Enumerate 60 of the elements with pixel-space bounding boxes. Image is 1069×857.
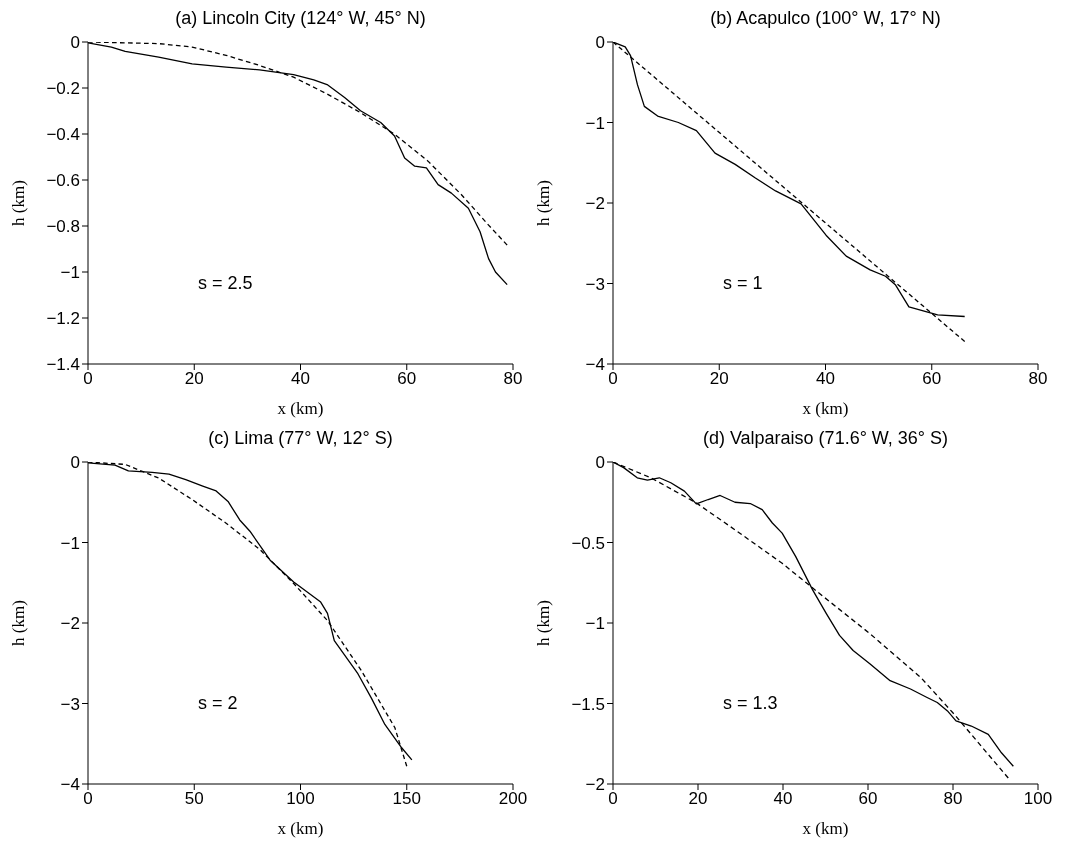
y-tick-label: −1.5 [571, 694, 605, 714]
y-tick-label: 0 [595, 453, 605, 473]
annotation: s = 2.5 [198, 273, 253, 294]
annotation: s = 2 [198, 693, 238, 714]
y-tick-label: 0 [595, 33, 605, 53]
x-tick-label: 40 [291, 369, 310, 389]
x-tick-label: 0 [608, 789, 618, 809]
y-axis-title: h (km) [9, 180, 29, 226]
x-tick-label: 40 [773, 789, 793, 809]
y-axis-title: h (km) [534, 600, 554, 646]
y-tick-label: −0.4 [46, 125, 80, 145]
x-tick-label: 0 [83, 369, 93, 389]
x-axis-title: x (km) [802, 399, 849, 418]
x-tick-label: 80 [1028, 369, 1048, 389]
x-tick-label: 60 [397, 369, 417, 389]
y-tick-label: −4 [585, 355, 605, 375]
y-tick-label: −3 [585, 274, 605, 294]
y-tick-label: −1 [585, 113, 605, 133]
x-tick-label: 0 [83, 789, 93, 809]
y-tick-label: −1 [60, 263, 80, 283]
x-tick-label: 150 [392, 789, 421, 809]
y-tick-label: −0.5 [571, 533, 605, 553]
annotation: s = 1 [723, 273, 763, 294]
y-tick-label: 0 [70, 33, 80, 53]
y-tick-label: −2 [585, 194, 605, 214]
y-tick-label: −3 [60, 694, 80, 714]
x-axis-title: x (km) [277, 399, 324, 418]
y-tick-label: −4 [60, 775, 80, 795]
x-tick-label: 20 [688, 789, 708, 809]
x-axis-title: x (km) [802, 819, 849, 838]
x-tick-label: 50 [184, 789, 204, 809]
x-tick-label: 20 [709, 369, 729, 389]
annotation: s = 1.3 [723, 693, 778, 714]
y-tick-label: −1.2 [46, 309, 80, 329]
x-tick-label: 100 [286, 789, 315, 809]
x-tick-label: 80 [943, 789, 963, 809]
y-tick-label: −2 [585, 775, 605, 795]
x-tick-label: 40 [816, 369, 835, 389]
y-axis-title: h (km) [534, 180, 554, 226]
y-tick-label: −0.8 [46, 217, 80, 237]
y-tick-label: −0.2 [46, 79, 80, 99]
y-tick-label: 0 [70, 453, 80, 473]
y-tick-label: −1 [585, 614, 605, 634]
chart-title: (c) Lima (77° W, 12° S) [207, 428, 394, 450]
x-tick-label: 60 [922, 369, 942, 389]
x-axis-title: x (km) [277, 819, 324, 838]
chart-title: (a) Lincoln City (124° W, 45° N) [174, 8, 427, 30]
x-tick-label: 20 [184, 369, 204, 389]
x-tick-label: 100 [1023, 789, 1053, 809]
chart-title: (d) Valparaiso (71.6° W, 36° S) [701, 428, 950, 450]
y-tick-label: −2 [60, 614, 80, 634]
y-tick-label: −0.6 [46, 171, 80, 191]
y-axis-title: h (km) [9, 600, 29, 646]
x-tick-label: 200 [498, 789, 528, 809]
chart-title: (b) Acapulco (100° W, 17° N) [709, 8, 942, 30]
x-tick-label: 60 [858, 789, 878, 809]
x-tick-label: 80 [503, 369, 523, 389]
x-tick-label: 0 [608, 369, 618, 389]
y-tick-label: −1 [60, 533, 80, 553]
y-tick-label: −1.4 [46, 355, 80, 375]
